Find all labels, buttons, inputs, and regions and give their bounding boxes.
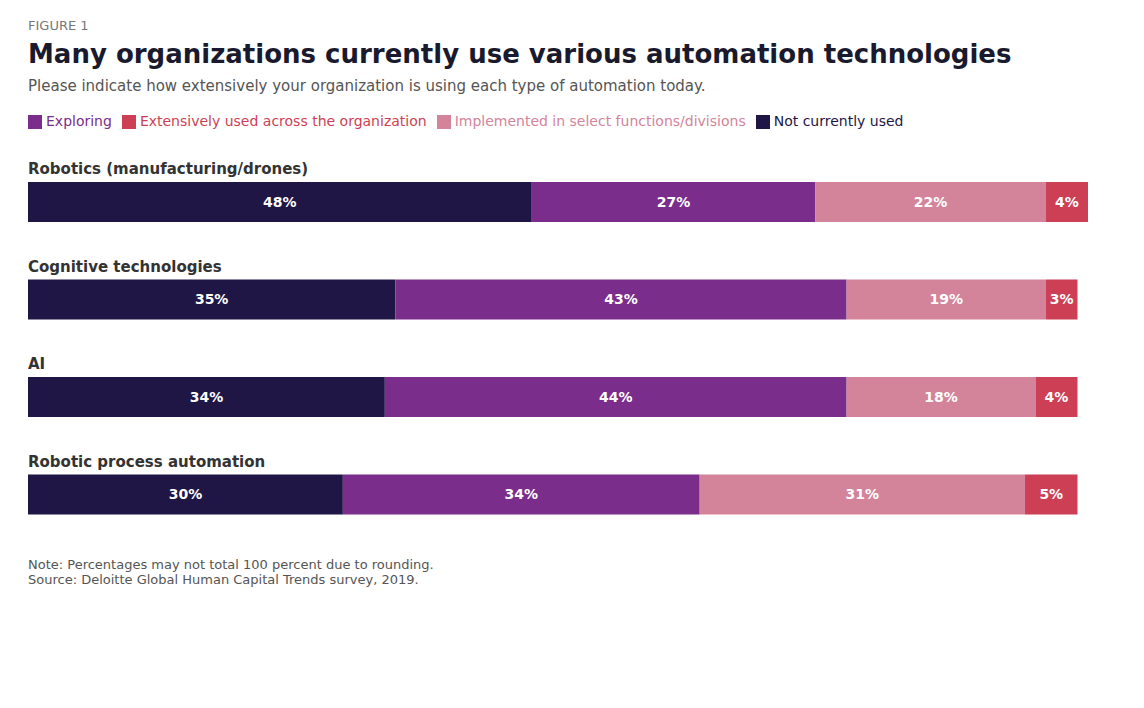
svg-text:27%: 27% xyxy=(657,194,691,210)
html-text:Exploring: Exploring xyxy=(46,113,112,129)
html-text:FIGURE 1: FIGURE 1 xyxy=(28,18,89,33)
html-text:Many organizations currently u: Many organizations currently use various… xyxy=(28,39,1012,69)
svg-text:35%: 35% xyxy=(195,291,229,307)
svg-text:18%: 18% xyxy=(924,389,958,405)
svg-text:34%: 34% xyxy=(505,486,539,502)
html-text:Implemented in select function: Implemented in select functions/division… xyxy=(454,113,746,129)
svg-text:31%: 31% xyxy=(846,486,880,502)
html-text:Extensively used across the or: Extensively used across the organization xyxy=(139,113,427,129)
svg-text:Cognitive technologies: Cognitive technologies xyxy=(28,258,222,276)
svg-text:22%: 22% xyxy=(914,194,948,210)
svg-text:4%: 4% xyxy=(1045,389,1069,405)
svg-text:5%: 5% xyxy=(1039,486,1063,502)
svg-text:30%: 30% xyxy=(169,486,203,502)
svg-text:19%: 19% xyxy=(930,291,964,307)
svg-text:48%: 48% xyxy=(263,194,297,210)
svg-text:4%: 4% xyxy=(1055,194,1079,210)
svg-text:43%: 43% xyxy=(604,291,638,307)
svg-text:Robotics (manufacturing/drones: Robotics (manufacturing/drones) xyxy=(28,160,308,178)
svg-text:3%: 3% xyxy=(1050,291,1074,307)
html-text:Not currently used: Not currently used xyxy=(773,113,904,129)
svg-text:34%: 34% xyxy=(190,389,224,405)
svg-text:44%: 44% xyxy=(599,389,633,405)
svg-text:Robotic process automation: Robotic process automation xyxy=(28,453,265,471)
html-text:Note: Percentages may not tota: Note: Percentages may not total 100 perc… xyxy=(28,557,434,587)
svg-text:AI: AI xyxy=(28,355,45,373)
html-text:Please indicate how extensivel: Please indicate how extensively your org… xyxy=(28,77,706,95)
